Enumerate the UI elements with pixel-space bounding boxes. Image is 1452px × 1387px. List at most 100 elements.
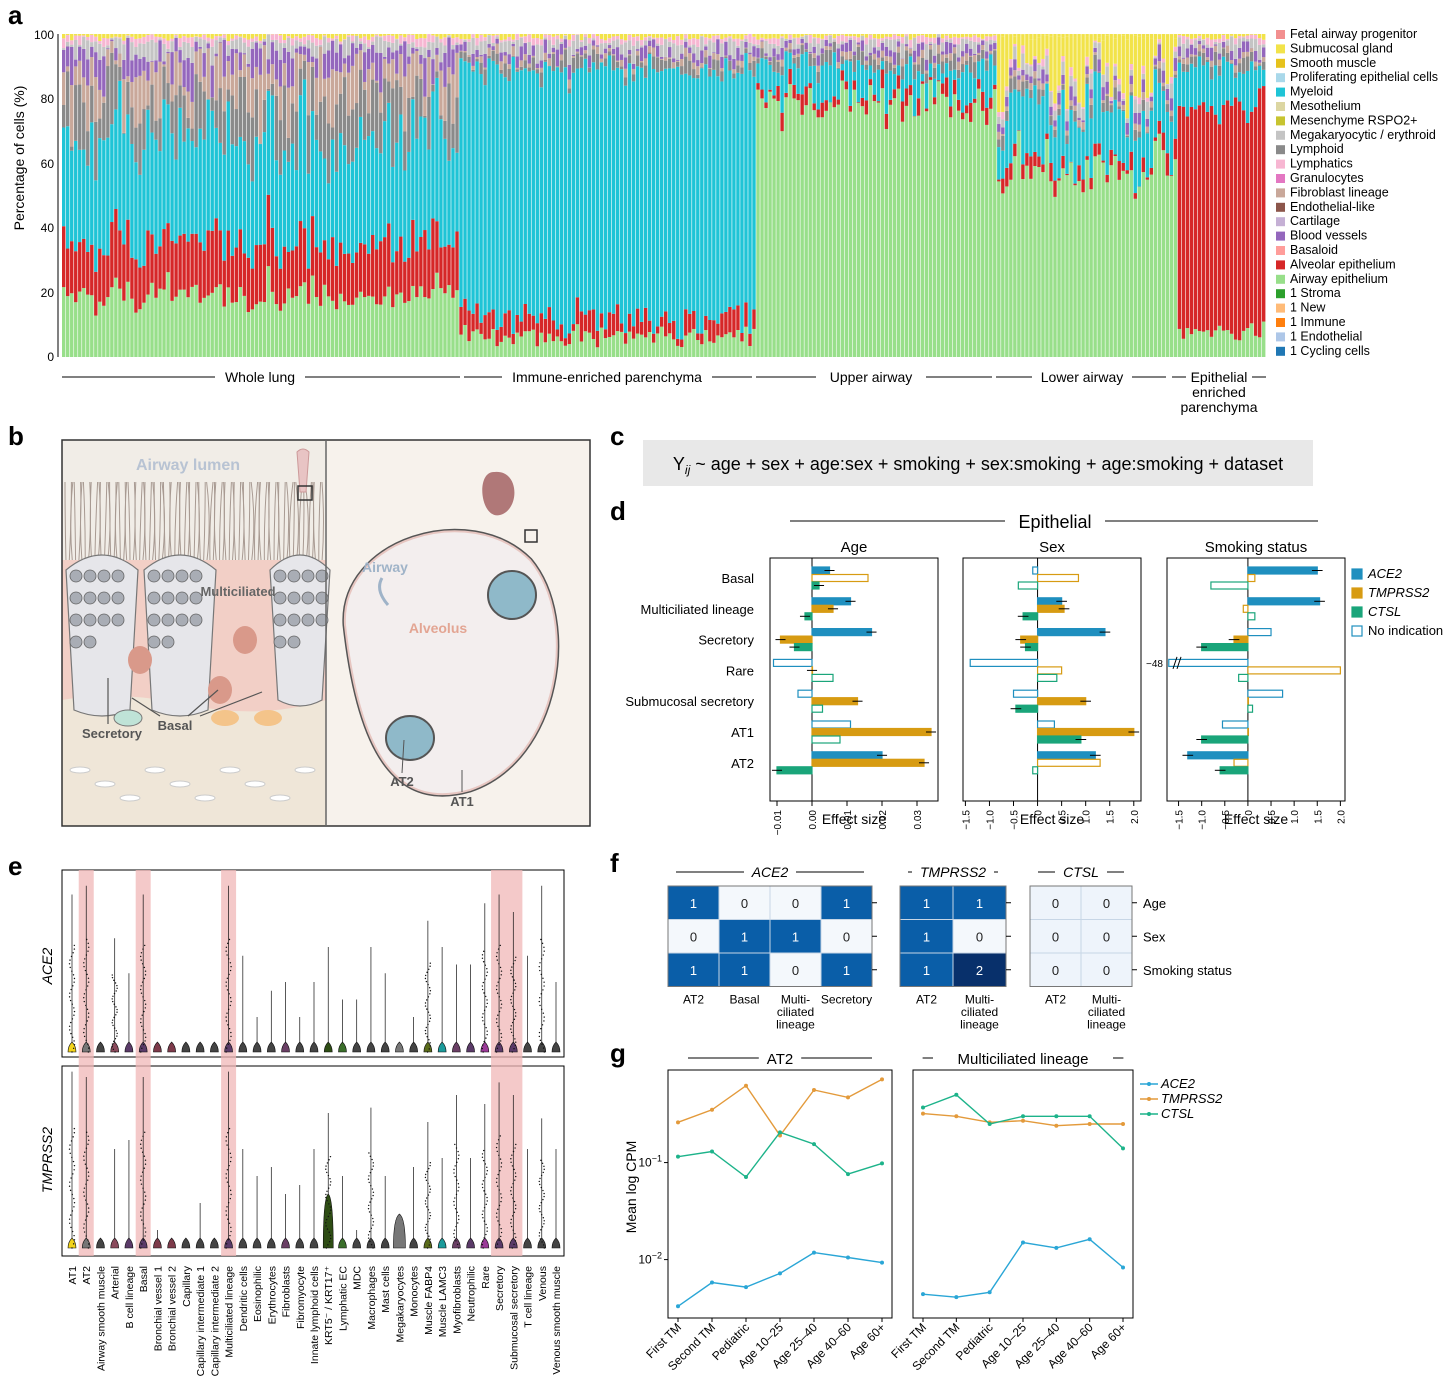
granule — [175, 613, 189, 627]
stacked-bar-segment — [856, 46, 861, 61]
stacked-bar-segment — [206, 37, 210, 42]
cell-dot — [141, 1047, 143, 1050]
stacked-bar-segment — [358, 34, 363, 39]
stacked-bar-segment — [1109, 101, 1113, 104]
heatmap-value: 0 — [1103, 963, 1110, 978]
legend-label: 1 New — [1290, 301, 1326, 315]
stacked-bar-segment — [531, 45, 535, 56]
stacked-bar-segment — [696, 39, 700, 47]
stacked-bar-segment — [1185, 328, 1190, 357]
cell-dot — [70, 1226, 72, 1229]
fiber — [294, 766, 316, 774]
stacked-bar-segment — [993, 40, 997, 43]
stacked-bar-segment — [74, 85, 78, 141]
stacked-bar-segment — [547, 58, 552, 66]
stacked-bar-segment — [1077, 181, 1081, 357]
stacked-bar-segment — [439, 62, 443, 71]
cell-dot — [499, 1158, 502, 1160]
stacked-bar-segment — [539, 87, 543, 314]
stacked-bar-segment — [876, 38, 881, 47]
stacked-bar-segment — [363, 52, 367, 82]
stacked-bar-segment — [278, 174, 283, 269]
stacked-bar-segment — [142, 43, 146, 58]
stacked-bar-segment — [1217, 325, 1222, 357]
stacked-bar-segment — [856, 37, 861, 43]
stacked-bar-segment — [868, 55, 873, 66]
stacked-bar-segment — [884, 34, 889, 37]
stacked-bar-segment — [832, 38, 836, 40]
cell-dot — [72, 985, 74, 987]
stacked-bar-segment — [1185, 116, 1190, 329]
stacked-bar-segment — [354, 103, 359, 148]
stacked-bar-segment — [1221, 41, 1226, 48]
stacked-bar-segment — [868, 34, 873, 40]
stacked-bar-segment — [1029, 156, 1033, 179]
stacked-bar-segment — [607, 45, 612, 49]
stacked-bar-segment — [880, 38, 885, 41]
stacked-bar-segment — [932, 78, 937, 98]
stacked-bar-segment — [94, 180, 98, 272]
effect-bar — [811, 735, 841, 744]
stacked-bar-segment — [314, 114, 319, 140]
heatmap-cell — [952, 919, 1007, 954]
series-point — [880, 1161, 884, 1166]
stacked-bar-segment — [451, 38, 455, 45]
cell-dot — [543, 1192, 545, 1195]
cell-dot — [83, 1031, 85, 1034]
stacked-bar-segment — [868, 39, 873, 53]
stacked-bar-segment — [70, 241, 74, 294]
stacked-bar-segment — [1141, 65, 1145, 74]
stacked-bar-segment — [66, 34, 70, 36]
cell-dot — [500, 1032, 502, 1035]
cell-dot — [83, 1227, 85, 1229]
panel-e-highlights — [78, 870, 523, 1256]
stacked-bar-segment — [178, 235, 182, 290]
stacked-bar-segment — [952, 47, 957, 54]
stacked-bar-segment — [383, 56, 387, 59]
stacked-bar-segment — [286, 87, 291, 138]
stacked-bar-segment — [282, 40, 287, 44]
stacked-bar-segment — [1209, 66, 1214, 80]
cell-dot — [426, 1008, 428, 1010]
stacked-bar-segment — [535, 44, 539, 64]
cell-dot — [429, 1188, 432, 1190]
stacked-bar-segment — [407, 34, 411, 35]
stacked-bar-segment — [174, 37, 178, 52]
stacked-bar-segment — [792, 55, 796, 58]
stacked-bar-segment — [1157, 34, 1162, 35]
stacked-bar-segment — [1153, 66, 1158, 70]
stacked-bar-segment — [106, 66, 110, 138]
stacked-bar-segment — [354, 252, 359, 298]
stacked-bar-segment — [952, 79, 957, 95]
stacked-bar-segment — [993, 49, 997, 51]
stacked-bar-segment — [1061, 61, 1065, 75]
violin-body — [295, 1041, 305, 1053]
cell-dot — [112, 1040, 115, 1043]
violin-body — [210, 1041, 219, 1053]
stacked-bar-segment — [639, 47, 644, 62]
stacked-bar-segment — [447, 83, 451, 161]
stacked-bar-segment — [912, 116, 917, 357]
stacked-bar-segment — [407, 301, 411, 357]
cell-dot — [144, 1007, 147, 1009]
stacked-bar-segment — [989, 97, 993, 109]
stacked-bar-segment — [684, 56, 688, 74]
cell-dot — [83, 993, 86, 995]
panel-a-ylabel: Percentage of cells (%) — [11, 86, 27, 231]
cell-dot — [83, 1195, 85, 1197]
stacked-bar-segment — [431, 34, 435, 36]
cell-dot — [113, 1003, 115, 1005]
stacked-bar-segment — [824, 34, 828, 36]
stacked-bar-segment — [1021, 164, 1025, 180]
stacked-bar-segment — [820, 38, 824, 40]
stacked-bar-segment — [1097, 154, 1101, 357]
series-point — [846, 1172, 850, 1177]
cell-dot — [112, 1048, 115, 1051]
violin-body — [466, 1237, 475, 1249]
stacked-bar-segment — [350, 161, 355, 263]
stacked-bar-segment — [1089, 104, 1093, 119]
stacked-bar-segment — [1025, 80, 1029, 89]
cell-dot — [539, 1004, 541, 1007]
label-airway-lumen: Airway lumen — [136, 457, 240, 474]
stacked-bar-segment — [102, 46, 106, 57]
